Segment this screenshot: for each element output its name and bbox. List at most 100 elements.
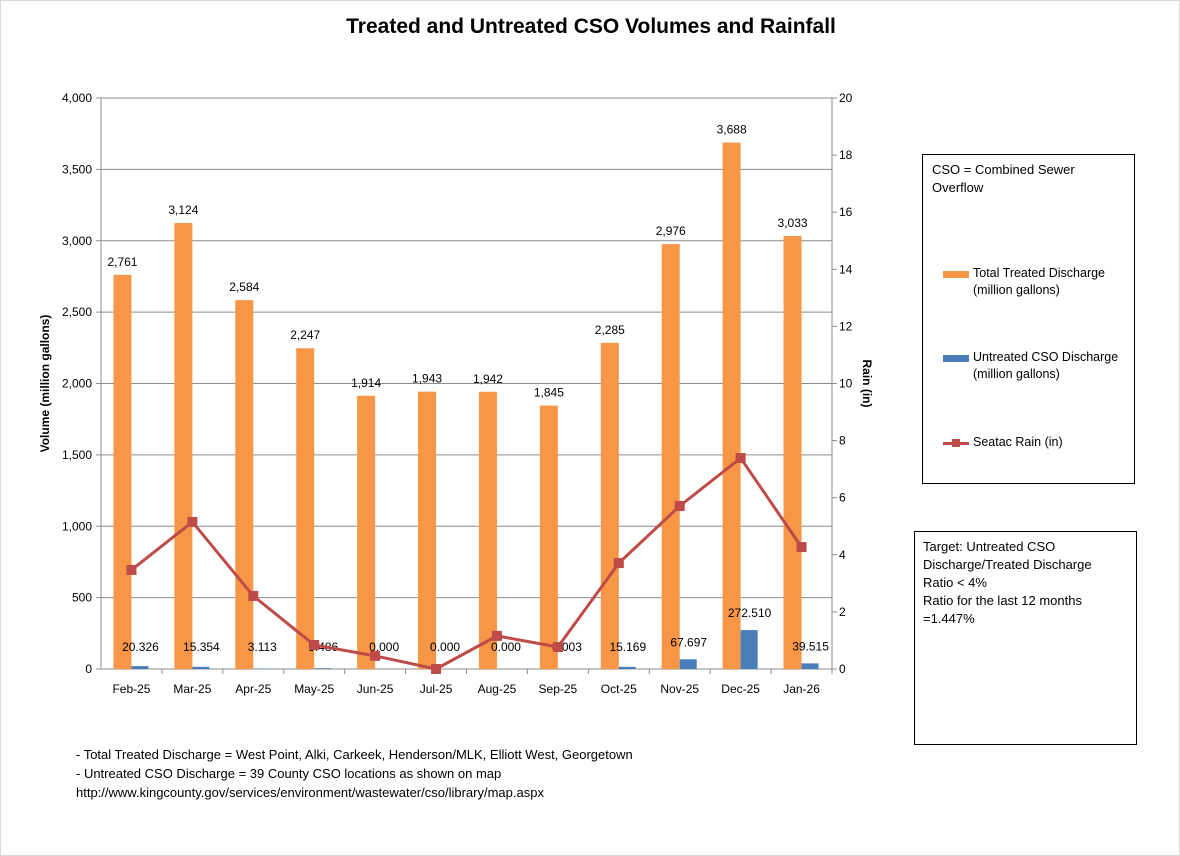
- y2-tick-label: 20: [839, 91, 853, 105]
- rain-marker: [674, 500, 685, 511]
- bar-untreated: [618, 666, 636, 669]
- bar-treated: [174, 223, 193, 669]
- legend-marker-rain: [952, 439, 960, 447]
- legend: CSO = Combined Sewer Overflow Total Trea…: [922, 154, 1135, 484]
- note-treated: - Total Treated Discharge = West Point, …: [76, 747, 633, 762]
- data-label-treated: 1,845: [534, 386, 564, 400]
- bar-untreated: [192, 666, 210, 669]
- legend-item-treated: Total Treated Discharge (million gallons…: [943, 265, 1128, 299]
- x-tick-label: Sep-25: [539, 682, 578, 696]
- data-label-untreated: 3.113: [248, 640, 277, 654]
- bar-untreated: [131, 666, 149, 669]
- data-label-treated: 2,761: [107, 255, 137, 269]
- y-tick-label: 2,500: [62, 305, 92, 319]
- y-axis-label: Volume (million gallons): [38, 315, 52, 453]
- y-tick-label: 2,000: [62, 377, 92, 391]
- y2-tick-label: 12: [839, 319, 853, 333]
- x-tick-label: Feb-25: [112, 682, 150, 696]
- legend-label-treated: Total Treated Discharge (million gallons…: [973, 266, 1106, 297]
- x-tick-label: May-25: [294, 682, 334, 696]
- data-label-treated: 2,285: [595, 323, 625, 337]
- data-label-untreated: 15.169: [609, 640, 646, 654]
- x-tick-label: Aug-25: [478, 682, 517, 696]
- note-link[interactable]: http://www.kingcounty.gov/services/envir…: [76, 785, 544, 800]
- y2-tick-label: 8: [839, 434, 846, 448]
- bar-treated: [418, 391, 437, 669]
- y-tick-label: 0: [85, 662, 92, 676]
- bar-treated: [296, 348, 315, 669]
- data-label-treated: 3,688: [717, 123, 747, 137]
- data-label-treated: 1,914: [351, 376, 381, 390]
- data-label-treated: 1,943: [412, 372, 442, 386]
- data-label-treated: 2,247: [290, 328, 320, 342]
- y-tick-label: 3,500: [62, 162, 92, 176]
- y-tick-label: 3,000: [62, 234, 92, 248]
- data-label-untreated: 0.000: [369, 640, 399, 654]
- bar-treated: [600, 342, 619, 669]
- bar-untreated: [801, 663, 819, 669]
- target-ratio: Ratio < 4%: [923, 575, 987, 590]
- data-label-treated: 3,124: [168, 203, 198, 217]
- y2-tick-label: 10: [839, 377, 853, 391]
- x-tick-label: Jul-25: [420, 682, 453, 696]
- y2-axis-label: Rain (in): [860, 360, 874, 408]
- y-tick-label: 4,000: [62, 91, 92, 105]
- y2-tick-label: 2: [839, 605, 846, 619]
- rain-line: [130, 455, 803, 671]
- x-tick-label: Apr-25: [235, 682, 271, 696]
- legend-swatch-treated: [943, 271, 969, 278]
- y2-tick-label: 14: [839, 262, 853, 276]
- y2-tick-label: 6: [839, 491, 846, 505]
- rain-marker: [552, 642, 563, 653]
- data-label-untreated: 67.697: [670, 635, 707, 649]
- chart-title: Treated and Untreated CSO Volumes and Ra…: [346, 15, 836, 38]
- data-label-treated: 1,942: [473, 372, 503, 386]
- y2-tick-label: 18: [839, 148, 853, 162]
- bar-treated: [783, 236, 802, 669]
- y-tick-label: 500: [72, 591, 92, 605]
- x-tick-label: Dec-25: [721, 682, 760, 696]
- y2-tick-label: 16: [839, 205, 853, 219]
- rain-marker: [735, 453, 746, 464]
- bar-treated: [478, 391, 497, 669]
- bar-treated: [357, 395, 376, 669]
- target-note-box: Target: Untreated CSO Discharge/Treated …: [914, 531, 1137, 745]
- legend-header: CSO = Combined Sewer Overflow: [932, 162, 1075, 195]
- bar-treated: [539, 405, 558, 669]
- target-text: Target: Untreated CSO Discharge/Treated …: [923, 539, 1092, 572]
- rain-marker: [431, 664, 442, 674]
- y2-tick-label: 4: [839, 548, 846, 562]
- rain-marker: [613, 558, 624, 569]
- bar-treated: [722, 142, 741, 670]
- rain-marker: [370, 650, 381, 661]
- legend-item-untreated: Untreated CSO Discharge (million gallons…: [943, 349, 1128, 383]
- data-label-untreated: 0.000: [491, 640, 521, 654]
- legend-item-rain: Seatac Rain (in): [943, 434, 1128, 451]
- data-label-treated: 2,584: [229, 280, 259, 294]
- note-untreated: - Untreated CSO Discharge = 39 County CS…: [76, 766, 502, 781]
- legend-label-untreated: Untreated CSO Discharge (million gallons…: [973, 350, 1119, 381]
- rain-marker: [126, 564, 137, 575]
- bar-treated: [113, 274, 132, 669]
- legend-swatch-untreated: [943, 355, 969, 362]
- rain-marker: [248, 590, 259, 601]
- y-tick-label: 1,500: [62, 448, 92, 462]
- rain-marker: [491, 630, 502, 641]
- x-tick-label: Oct-25: [601, 682, 637, 696]
- data-label-untreated: 272.510: [728, 606, 772, 620]
- y2-tick-label: 0: [839, 662, 846, 676]
- data-label-untreated: 39.515: [792, 639, 829, 653]
- data-label-untreated: 20.326: [122, 640, 159, 654]
- data-label-treated: 2,976: [656, 224, 686, 238]
- x-tick-label: Mar-25: [173, 682, 211, 696]
- x-tick-label: Jun-25: [357, 682, 394, 696]
- data-label-treated: 3,033: [778, 216, 808, 230]
- actual-ratio: Ratio for the last 12 months =1.447%: [923, 593, 1082, 626]
- x-tick-label: Jan-26: [783, 682, 820, 696]
- bar-untreated: [314, 668, 332, 669]
- rain-marker: [187, 516, 198, 527]
- bar-untreated: [679, 659, 697, 669]
- legend-label-rain: Seatac Rain (in): [973, 435, 1063, 449]
- footnotes: - Total Treated Discharge = West Point, …: [76, 745, 633, 802]
